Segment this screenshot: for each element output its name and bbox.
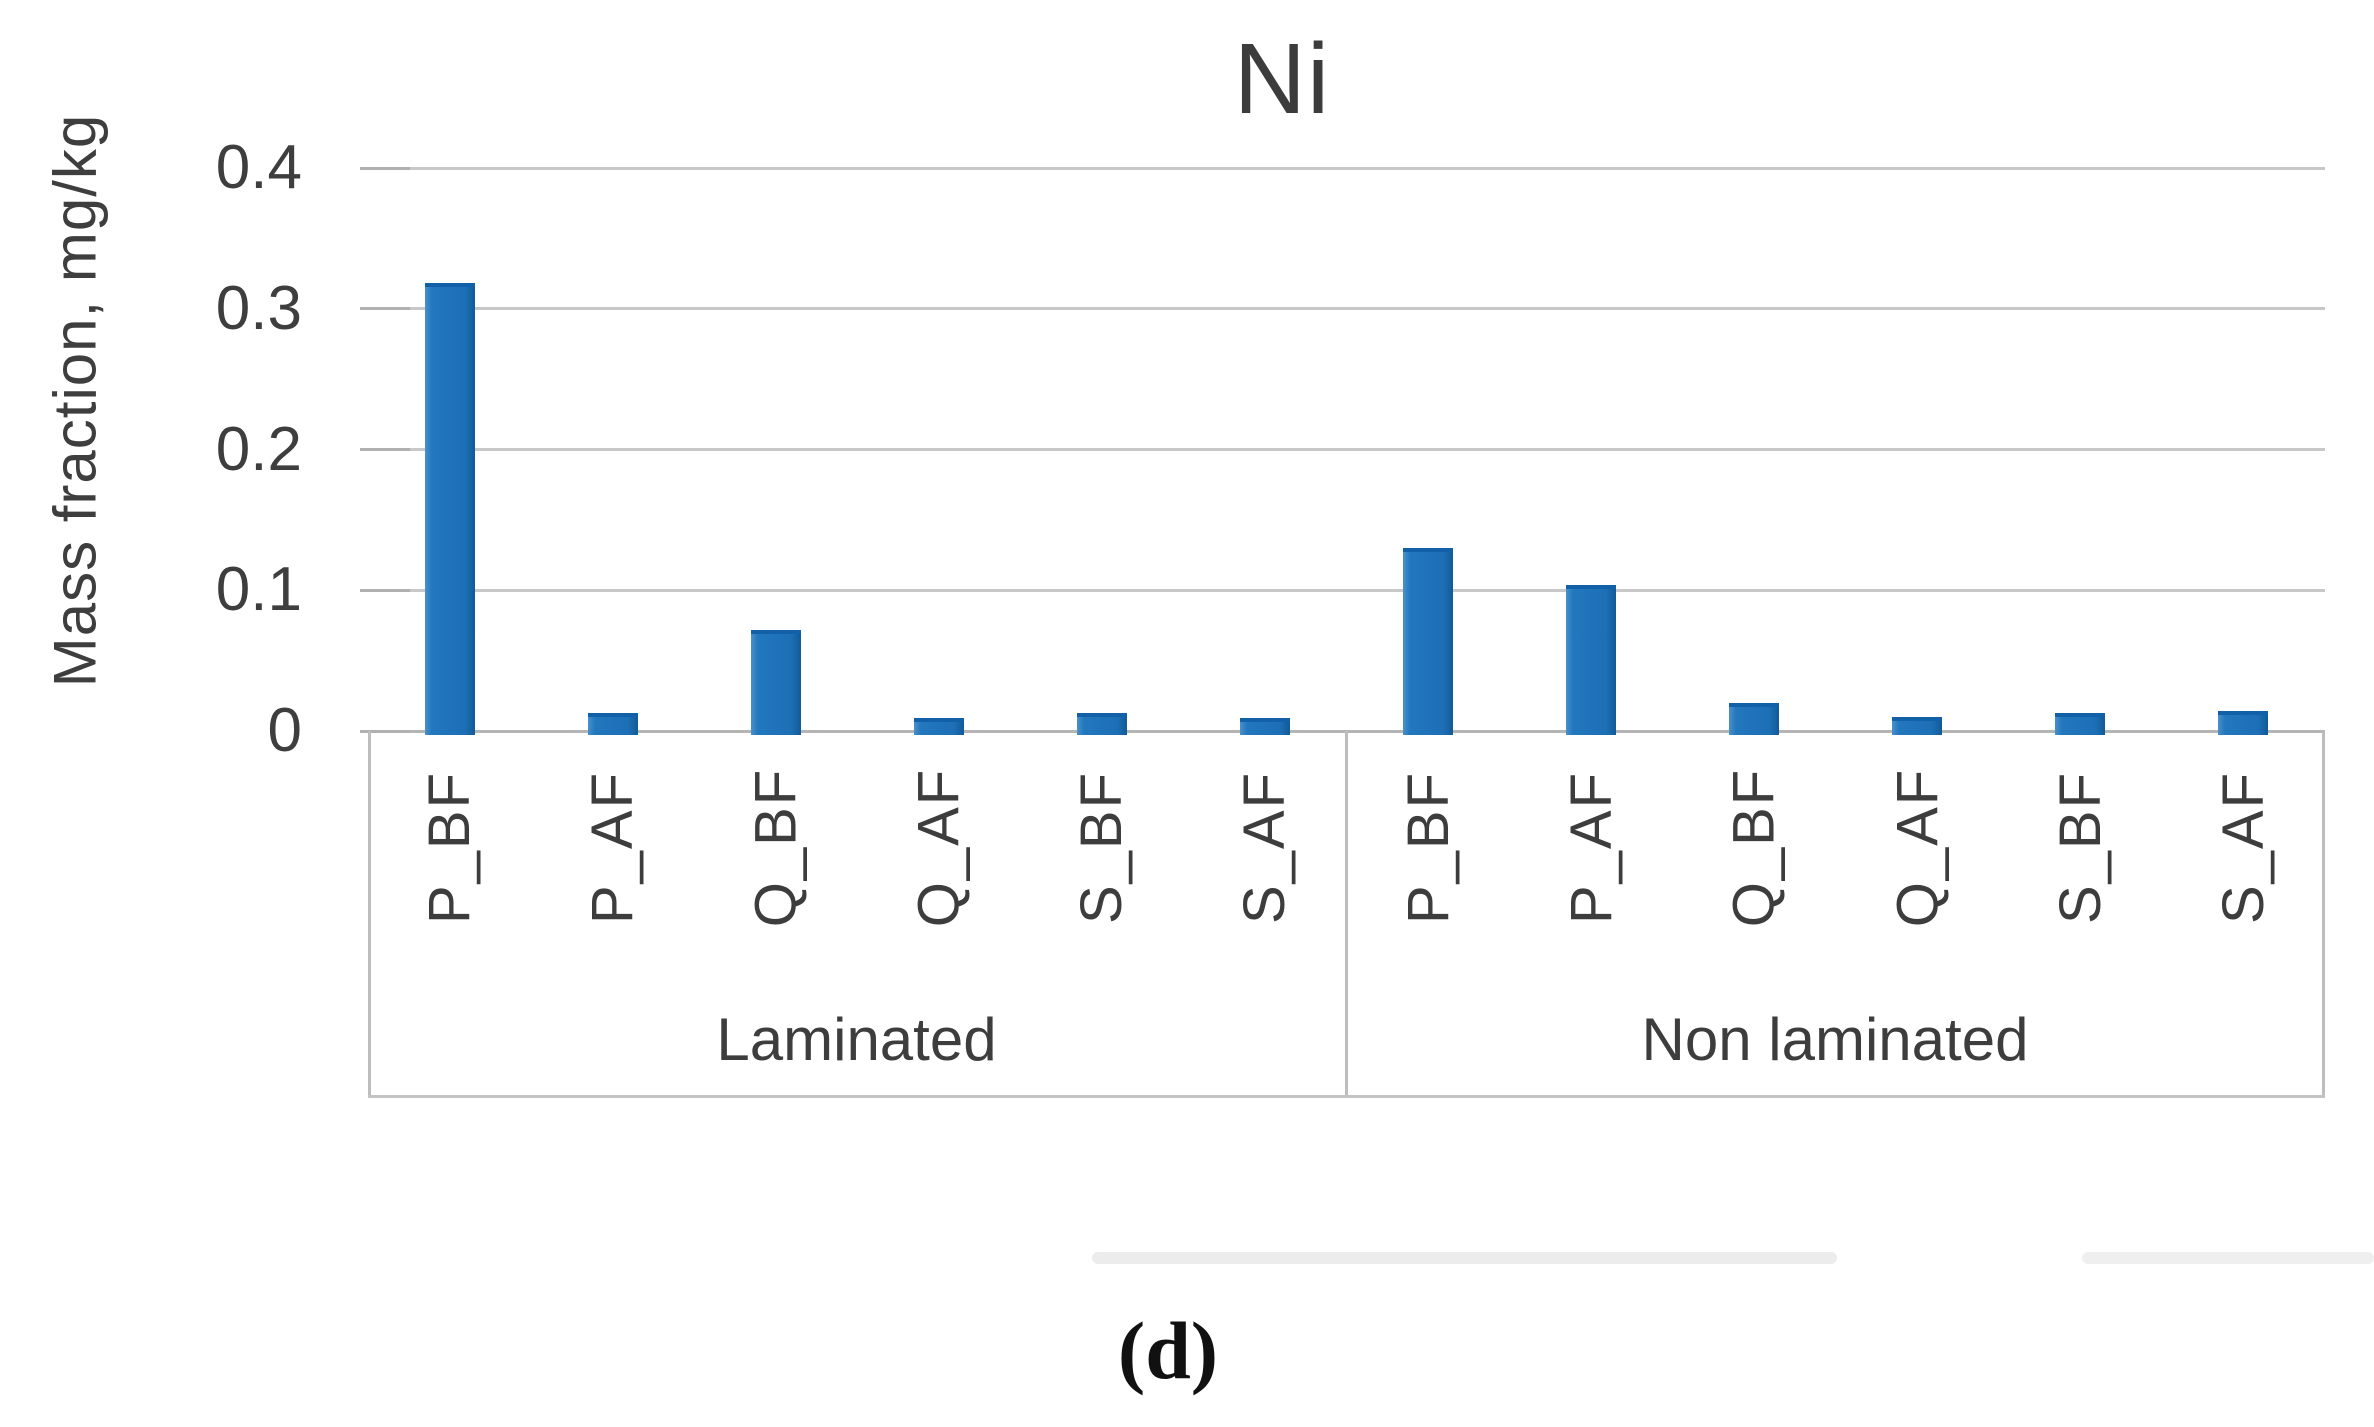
category-label-text: Q_BF bbox=[743, 767, 809, 927]
category-label: Q_BF bbox=[731, 742, 821, 952]
axis-box-right-border bbox=[2322, 731, 2325, 1095]
category-label: S_BF bbox=[1057, 742, 1147, 952]
bar-non-laminated-q_bf bbox=[1729, 703, 1780, 735]
category-label-text: S_AF bbox=[1232, 770, 1298, 924]
axis-box-left-border bbox=[368, 731, 371, 1095]
scan-artifact-band-right bbox=[2082, 1252, 2374, 1264]
category-label-text: P_BF bbox=[417, 770, 483, 924]
gridline bbox=[368, 588, 2325, 592]
category-label-text: Q_AF bbox=[906, 767, 972, 927]
category-label: P_AF bbox=[1546, 742, 1636, 952]
y-tick-mark bbox=[360, 729, 410, 733]
category-label: S_AF bbox=[1220, 742, 1310, 952]
category-label: S_BF bbox=[2035, 742, 2125, 952]
y-tick-mark bbox=[360, 166, 410, 170]
bar-laminated-p_af bbox=[587, 713, 638, 735]
axis-box-group-divider bbox=[1345, 731, 1348, 1095]
y-tick-label: 0.4 bbox=[215, 133, 302, 202]
group-label-non-laminated: Non laminated bbox=[1641, 1006, 2029, 1073]
bar-non-laminated-p_af bbox=[1566, 585, 1617, 735]
gridline bbox=[368, 307, 2325, 311]
category-label-text: P_AF bbox=[580, 770, 646, 924]
axis-box-bottom-border bbox=[368, 1095, 2325, 1098]
bar-laminated-p_bf bbox=[424, 283, 475, 735]
bar-laminated-s_bf bbox=[1076, 713, 1127, 735]
y-tick-label: 0.2 bbox=[215, 414, 302, 484]
y-axis-title-text: Mass fraction, mg/kg bbox=[41, 113, 109, 687]
category-label-text: P_AF bbox=[1558, 770, 1624, 924]
scan-artifact-band-left bbox=[1092, 1252, 1837, 1264]
bar-non-laminated-q_af bbox=[1892, 717, 1943, 735]
category-label-text: Q_BF bbox=[1721, 767, 1787, 927]
figure-caption: (d) bbox=[1117, 1305, 1219, 1396]
bar-laminated-q_bf bbox=[750, 630, 801, 735]
y-tick-mark bbox=[360, 307, 410, 311]
y-tick-mark bbox=[360, 448, 410, 451]
group-label-laminated: Laminated bbox=[716, 1006, 997, 1073]
bar-non-laminated-p_bf bbox=[1403, 548, 1454, 735]
category-label: S_AF bbox=[2198, 742, 2288, 952]
category-label: P_AF bbox=[568, 742, 658, 952]
category-label-text: P_BF bbox=[1395, 770, 1461, 924]
category-label: Q_AF bbox=[894, 742, 984, 952]
category-label-text: S_AF bbox=[2210, 770, 2276, 924]
category-label: P_BF bbox=[405, 742, 495, 952]
category-label-text: Q_AF bbox=[1884, 767, 1950, 927]
category-label-text: S_BF bbox=[1069, 770, 1135, 924]
y-tick-label: 0.3 bbox=[215, 273, 302, 343]
y-tick-label: 0 bbox=[267, 696, 302, 765]
category-label: Q_BF bbox=[1709, 742, 1799, 952]
y-tick-label: 0.1 bbox=[215, 555, 302, 625]
bar-laminated-q_af bbox=[913, 718, 964, 735]
y-tick-mark bbox=[360, 588, 410, 592]
category-label: P_BF bbox=[1383, 742, 1473, 952]
chart-title: Ni bbox=[1233, 23, 1331, 135]
bar-laminated-s_af bbox=[1239, 718, 1290, 735]
gridline bbox=[368, 166, 2325, 170]
category-label: Q_AF bbox=[1872, 742, 1962, 952]
gridline bbox=[368, 448, 2325, 451]
y-axis-title: Mass fraction, mg/kg bbox=[0, 20, 150, 780]
category-label-text: S_BF bbox=[2047, 770, 2113, 924]
bar-non-laminated-s_af bbox=[2218, 711, 2269, 735]
bar-non-laminated-s_bf bbox=[2055, 713, 2106, 735]
